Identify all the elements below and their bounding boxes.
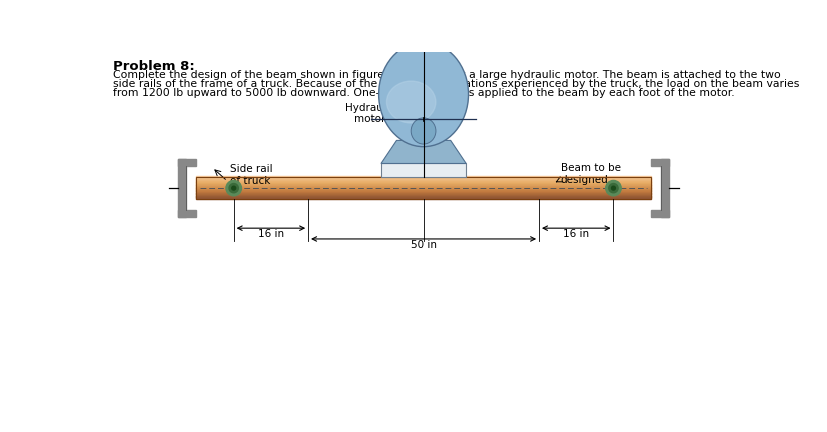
Bar: [196, 196, 650, 197]
Bar: [196, 195, 650, 196]
Circle shape: [229, 184, 238, 193]
Text: 16 in: 16 in: [562, 229, 589, 239]
Bar: [196, 183, 650, 184]
Text: 50 in: 50 in: [410, 240, 436, 250]
Bar: [196, 189, 650, 190]
Text: Complete the design of the beam shown in figure below to carry a large hydraulic: Complete the design of the beam shown in…: [112, 70, 780, 79]
Bar: [196, 197, 650, 198]
Bar: [380, 163, 466, 178]
Bar: [650, 210, 668, 217]
Bar: [178, 159, 185, 217]
Bar: [196, 176, 650, 178]
Bar: [196, 180, 650, 181]
Text: Beam to be
designed: Beam to be designed: [560, 163, 620, 185]
Text: from 1200 lb upward to 5000 lb downward. One-half of the load is applied to the : from 1200 lb upward to 5000 lb downward.…: [112, 88, 734, 98]
Circle shape: [605, 181, 620, 196]
Bar: [196, 188, 650, 189]
Bar: [650, 159, 668, 166]
Bar: [196, 184, 650, 185]
Bar: [196, 178, 650, 179]
Text: Problem 8:: Problem 8:: [112, 60, 194, 73]
Bar: [196, 181, 650, 183]
Ellipse shape: [378, 42, 468, 147]
Bar: [196, 191, 650, 192]
Polygon shape: [380, 140, 466, 163]
Bar: [661, 159, 668, 217]
Bar: [196, 177, 650, 178]
Ellipse shape: [386, 81, 435, 123]
Ellipse shape: [411, 118, 435, 144]
Bar: [196, 198, 650, 199]
Circle shape: [232, 186, 236, 190]
Bar: [196, 184, 650, 185]
Bar: [196, 192, 650, 193]
Bar: [196, 185, 650, 186]
Circle shape: [611, 186, 614, 190]
Bar: [196, 186, 650, 187]
Bar: [196, 194, 650, 195]
Bar: [196, 178, 650, 199]
Bar: [178, 210, 196, 217]
Circle shape: [226, 181, 241, 196]
Bar: [196, 182, 650, 183]
Text: side rails of the frame of a truck. Because of the vertical accelerations experi: side rails of the frame of a truck. Beca…: [112, 79, 798, 89]
Text: 16 in: 16 in: [257, 229, 284, 239]
Bar: [196, 193, 650, 194]
Bar: [196, 178, 650, 180]
Text: Hydraulic
motor: Hydraulic motor: [344, 103, 394, 124]
Bar: [196, 179, 650, 180]
Bar: [196, 181, 650, 182]
Bar: [196, 196, 650, 197]
Circle shape: [608, 184, 617, 193]
Text: Side rail
of truck: Side rail of truck: [230, 164, 272, 186]
Bar: [196, 187, 650, 188]
Bar: [196, 187, 650, 188]
Bar: [178, 159, 196, 166]
Bar: [196, 190, 650, 191]
